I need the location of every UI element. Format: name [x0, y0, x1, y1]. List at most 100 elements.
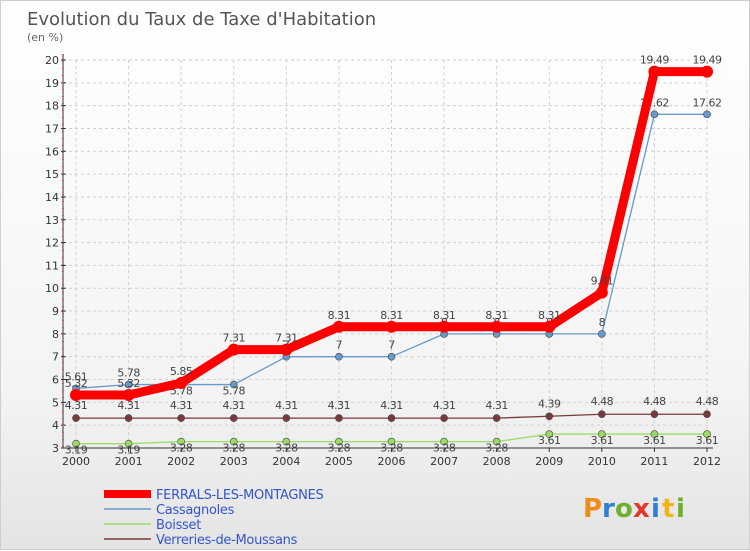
- y-tick-label: 15: [45, 168, 59, 181]
- data-label: 3.61: [696, 434, 719, 447]
- data-label: 8.31: [380, 309, 403, 322]
- x-tick-label: 2006: [378, 455, 406, 468]
- data-point: [598, 330, 606, 338]
- data-label: 5.78: [117, 367, 140, 380]
- data-point: [335, 437, 343, 446]
- data-label: 3.28: [223, 442, 246, 455]
- data-label: 5.85: [170, 365, 193, 378]
- legend: FERRALS-LES-MONTAGNESCassagnolesBoissetV…: [104, 488, 324, 548]
- data-label: 4.48: [696, 395, 719, 408]
- data-point: [650, 110, 659, 119]
- data-label: 4.31: [380, 399, 403, 412]
- data-point: [177, 437, 185, 446]
- x-tick-label: 2003: [220, 455, 248, 468]
- series-layer: 3.19 3.19 3.28 3.28 3.28 3.28 3.28 3.28 3.28 3.61…: [65, 54, 723, 457]
- y-axis-unit: (en %): [27, 31, 63, 44]
- data-point: [595, 286, 608, 299]
- data-label: 5.61: [65, 370, 88, 383]
- data-point: [387, 414, 396, 422]
- data-label: 7: [388, 339, 395, 352]
- data-label: 4.31: [117, 399, 140, 412]
- y-tick-label: 7: [52, 351, 59, 364]
- data-label: 3.28: [433, 442, 456, 455]
- data-point: [543, 320, 556, 333]
- y-tick-label: 19: [45, 77, 59, 90]
- x-tick-label: 2004: [272, 455, 300, 468]
- x-tick-label: 2000: [62, 455, 90, 468]
- data-point: [229, 414, 238, 422]
- data-label: 3.19: [65, 444, 88, 457]
- data-label: 4.48: [643, 395, 666, 408]
- data-label: 4.31: [65, 399, 88, 412]
- data-label: 9.81: [591, 275, 614, 288]
- x-tick-label: 2002: [167, 455, 195, 468]
- legend-label: Verreries-de-Moussans: [156, 533, 298, 548]
- y-tick-label: 8: [52, 328, 59, 341]
- data-label: 7.31: [223, 332, 246, 345]
- data-label: 3.28: [380, 442, 403, 455]
- data-point: [177, 414, 185, 422]
- y-tick-label: 10: [45, 282, 59, 295]
- y-tick-label: 4: [52, 419, 59, 432]
- data-label: 4.31: [433, 399, 456, 412]
- data-point: [282, 414, 291, 422]
- data-point: [72, 439, 80, 448]
- data-point: [229, 380, 238, 389]
- x-tick-label: 2007: [430, 455, 458, 468]
- y-tick-label: 9: [52, 305, 59, 318]
- data-point: [490, 320, 503, 333]
- proxiti-logo: P r o x i t i: [583, 494, 685, 524]
- data-label: 3.28: [485, 442, 508, 455]
- data-label: 8.31: [485, 309, 508, 322]
- data-label: 3.19: [117, 444, 140, 457]
- logo-char: i: [651, 494, 660, 524]
- y-tick-label: 5: [52, 396, 59, 409]
- x-tick-label: 2009: [535, 455, 563, 468]
- data-point: [545, 412, 554, 421]
- data-point: [124, 380, 133, 389]
- x-tick-label: 2001: [115, 455, 143, 468]
- logo-char: t: [662, 494, 674, 524]
- data-label: 4.31: [275, 399, 298, 412]
- data-label: 3.61: [538, 434, 561, 447]
- data-label: 8: [599, 316, 606, 329]
- data-label: 3.28: [275, 442, 298, 455]
- data-label: 8.31: [538, 309, 561, 322]
- y-tick-label: 17: [45, 122, 59, 135]
- data-label: 3.61: [643, 434, 666, 447]
- y-tick-label: 20: [45, 54, 59, 67]
- x-tick-label: 2012: [693, 455, 721, 468]
- data-label: 4.31: [485, 399, 508, 412]
- legend-label: Cassagnoles: [156, 503, 235, 518]
- legend-label: Boisset: [156, 518, 201, 533]
- data-label: 4.39: [538, 397, 561, 410]
- data-label: 8.31: [328, 309, 351, 322]
- data-point: [598, 430, 606, 438]
- data-label: 7.31: [275, 332, 298, 345]
- y-tick-label: 18: [45, 100, 59, 113]
- data-label: 3.28: [328, 442, 351, 455]
- data-point: [438, 320, 451, 333]
- data-point: [440, 437, 448, 446]
- y-tick-label: 14: [45, 191, 59, 204]
- data-point: [227, 343, 240, 356]
- data-point: [545, 430, 554, 438]
- data-point: [280, 343, 293, 356]
- logo-char: o: [615, 494, 633, 524]
- data-point: [701, 65, 713, 78]
- data-label: 4.48: [591, 395, 614, 408]
- data-point: [648, 65, 661, 78]
- series-boisset: 3.19 3.19 3.28 3.28 3.28 3.28 3.28 3.28 3.28 3.61…: [65, 430, 719, 457]
- axes: 3 4 5 6 7 8 9 10 11 12 13 14 15 16 17 18 19 20 2000 2001 200…: [45, 54, 721, 468]
- chart-title: Evolution du Taux de Taxe d'Habitation: [27, 9, 376, 30]
- data-point: [124, 414, 133, 422]
- data-point: [70, 389, 82, 402]
- logo-char: i: [676, 494, 685, 524]
- x-tick-label: 2010: [588, 455, 616, 468]
- data-label: 4.31: [328, 399, 351, 412]
- data-point: [387, 437, 396, 446]
- y-tick-label: 12: [45, 237, 59, 250]
- data-point: [492, 437, 501, 446]
- y-tick-label: 3: [52, 442, 59, 455]
- data-point: [703, 110, 711, 119]
